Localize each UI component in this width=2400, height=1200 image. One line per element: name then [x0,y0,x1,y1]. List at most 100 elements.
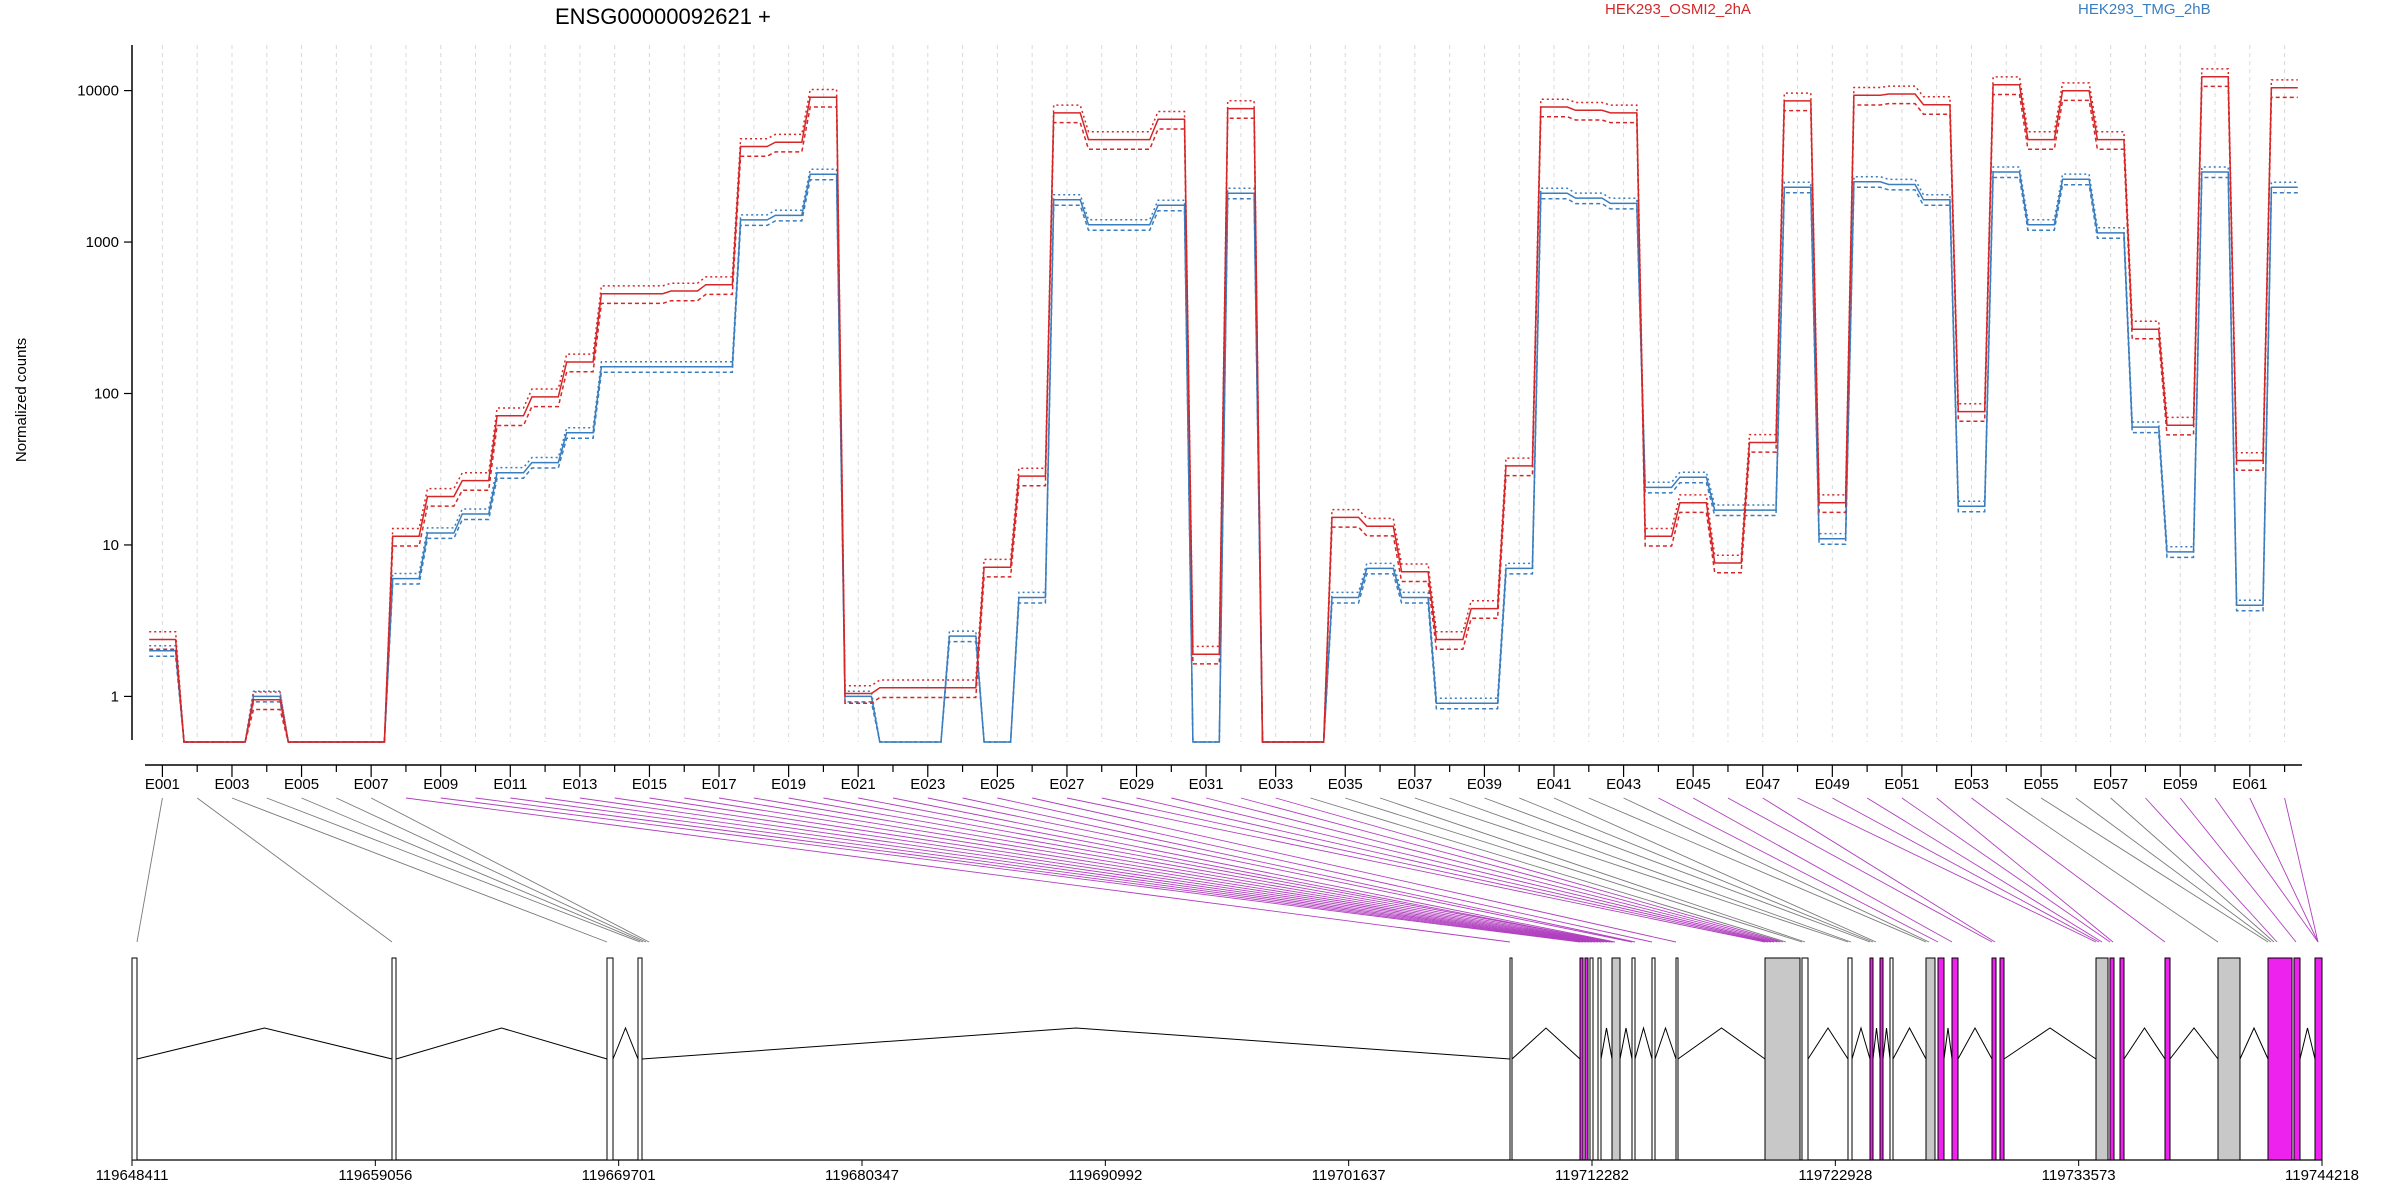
exon-connector [301,797,644,943]
exon-connector [927,797,1633,943]
exon-connector [136,797,163,943]
exon-connector [2040,797,2269,943]
exon-box [2293,957,2301,1161]
exon-connector [1449,797,1852,943]
intron-line [2003,1027,2097,1060]
exon-tick-label: E051 [1884,776,1919,793]
intron-line [1872,1027,1881,1060]
intron-line [1511,1027,1581,1060]
exon-tick-label: E035 [1328,776,1363,793]
tmg-count-line [149,171,2298,743]
chart-title: ENSG00000092621 + [555,4,771,29]
exon-box [2119,957,2125,1161]
exon-box [1509,957,1513,1161]
exon-box [1801,957,1809,1161]
exon-connector [614,797,1596,943]
genomic-tick-label: 119701637 [1312,1167,1386,1184]
exon-connector [1553,797,1877,943]
exon-tick-label: E031 [1189,776,1224,793]
intron-line [2299,1027,2316,1060]
exon-tick-label: E029 [1119,776,1154,793]
genomic-tick-label: 119712282 [1555,1167,1629,1184]
exon-connector [2249,797,2319,943]
exon-tick-label: E043 [1606,776,1641,793]
exon-connector [336,797,647,943]
exon-tick-label: E049 [1815,776,1850,793]
y-tick-label: 1000 [86,234,119,251]
exon-tick-label: E021 [841,776,876,793]
exon-tick-label: E047 [1745,776,1780,793]
exon-box [1584,957,1589,1161]
exon-tick-label: E025 [980,776,1015,793]
exon-connector [1240,797,1781,943]
exon-tick-label: E045 [1676,776,1711,793]
genomic-tick-label: 119744218 [2285,1167,2359,1184]
genomic-tick-label: 119690992 [1068,1167,1142,1184]
exon-connector [753,797,1608,943]
exon-box [1675,957,1679,1161]
exon-tick-label: E015 [632,776,667,793]
osmi2-count-line [149,85,2298,743]
y-tick-label: 1 [111,688,119,705]
exon-ticks: E001 E003 E005 E007 E009 E011 E013 E015 E017 E019… [145,765,2286,793]
exon-connector [997,797,1653,943]
exon-tick-label: E039 [1467,776,1502,793]
intron-line [1807,1027,1849,1060]
exon-connector [1484,797,1871,943]
genomic-tick-label: 119669701 [582,1167,656,1184]
exon-tick-label: E011 [493,776,527,793]
exon-connector [892,797,1616,943]
exon-connectors [136,797,2319,943]
osmi2-count-line [149,68,2298,743]
exon-connector [579,797,1593,943]
exon-connector [1171,797,1775,943]
genomic-axis-labels: 119648411 119659056 119669701 119680347 1196… [96,1160,2359,1184]
intron-line [1851,1026,1871,1060]
exon-connector [649,797,1599,943]
intron-line [1619,1027,1633,1060]
exon-box [1589,957,1594,1161]
genomic-tick-label: 119733573 [2042,1167,2116,1184]
exon-box [1879,957,1884,1161]
exon-connector [1692,797,1953,943]
exon-connector [1762,797,1996,943]
exon-box [2095,957,2109,1161]
genomic-tick-label: 119722928 [1798,1167,1872,1184]
exon-connector [1797,797,2097,943]
exon-connector [1136,797,1772,943]
exon-connector [1588,797,1927,943]
exon-connector [1414,797,1849,943]
exon-box [391,957,397,1161]
exon-box [1847,957,1853,1161]
exon-tick-label: E013 [562,776,597,793]
exon-connector [405,797,1511,943]
exon-connector [1519,797,1874,943]
count-lines [149,68,2298,743]
exon-tick-label: E003 [214,776,249,793]
exon-box [2314,957,2323,1161]
exon-connector [684,797,1602,943]
exon-tick-label: E053 [1954,776,1989,793]
exon-connector [1901,797,2111,943]
exon-box [1764,957,1801,1161]
exon-box [2109,957,2115,1161]
intron-line [1892,1026,1927,1060]
exon-connector [2145,797,2278,943]
osmi2-count-line [149,75,2298,743]
exon-connector [440,797,1581,943]
exon-tick-label: E027 [1049,776,1084,793]
exon-box [1597,957,1602,1161]
genomic-tick-label: 119648411 [96,1167,169,1184]
exon-connector [1205,797,1778,943]
intron-line [1677,1027,1766,1060]
intron-line [2123,1027,2166,1060]
exon-connector [1101,797,1769,943]
exon-connector [1727,797,1993,943]
exon-box [1937,957,1945,1161]
legend-entry-osmi2: HEK293_OSMI2_2hA [1605,1,1751,18]
exon-connector [2179,797,2297,943]
y-tick-label: 10000 [77,83,119,100]
exon-connector [2006,797,2219,943]
y-ticks: 1 10 100 1000 10000 [77,83,132,705]
exon-box [1611,957,1621,1161]
